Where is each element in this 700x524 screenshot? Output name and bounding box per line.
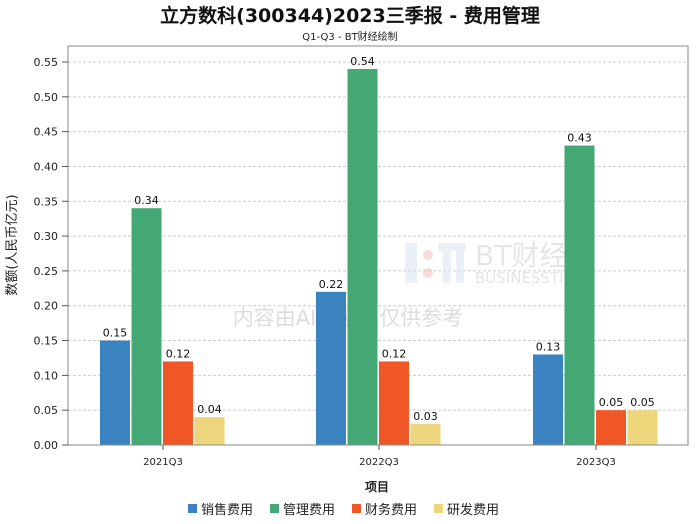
y-tick-label: 0.00 (34, 439, 59, 452)
legend-label: 财务费用 (365, 502, 417, 518)
legend-label: 管理费用 (283, 503, 335, 518)
bar (627, 410, 658, 445)
bar (194, 417, 225, 445)
y-tick-label: 0.25 (34, 265, 59, 278)
x-tick-label: 2023Q3 (576, 457, 616, 468)
y-tick-label: 0.55 (34, 56, 59, 69)
y-tick-label: 0.05 (34, 404, 59, 417)
data-label: 0.05 (630, 396, 655, 409)
data-label: 0.54 (350, 55, 375, 68)
watermark-logo-group: BT财经 BUSINESSTIMES (405, 239, 595, 287)
bar (564, 145, 595, 445)
legend-swatch (352, 504, 361, 513)
bar (316, 291, 346, 445)
data-label: 0.43 (567, 132, 592, 145)
data-label: 0.13 (536, 340, 561, 353)
bar (533, 354, 563, 445)
chart-title: 立方数科(300344)2023三季报 - 费用管理 (160, 4, 540, 27)
y-tick-label: 0.50 (34, 91, 59, 104)
y-tick-label: 0.30 (34, 230, 59, 243)
y-tick-label: 0.20 (34, 300, 59, 313)
y-tick-label: 0.15 (34, 335, 59, 348)
x-axis-label: 项目 (365, 480, 389, 494)
bar (347, 68, 378, 446)
watermark: BT财经 BUSINESSTIMES 内容由AI生成，仅供参考 (233, 239, 596, 330)
legend-swatch (434, 504, 443, 513)
x-axis: 2021Q3 2022Q3 2023Q3 (143, 445, 616, 468)
legend-label: 销售费用 (201, 502, 253, 518)
data-label: 0.22 (319, 278, 344, 291)
x-tick-label: 2021Q3 (143, 457, 183, 468)
bar (410, 424, 441, 445)
chart-subtitle: Q1-Q3 - BT财经绘制 (302, 30, 397, 43)
legend-label: 研发费用 (447, 502, 499, 518)
data-label: 0.34 (134, 194, 159, 207)
bar (131, 208, 162, 445)
watermark-logo: BT财经 (475, 239, 567, 272)
data-label: 0.12 (382, 347, 407, 360)
x-tick-label: 2022Q3 (359, 457, 399, 468)
y-tick-label: 0.35 (34, 195, 59, 208)
y-axis: 0.00 0.05 0.10 0.15 0.20 0.25 0.30 0.35 0.40 0.45… (34, 56, 68, 452)
data-label: 0.12 (166, 347, 191, 360)
plot-frame (67, 45, 689, 446)
bar (100, 340, 130, 445)
data-label: 0.04 (197, 403, 222, 416)
y-axis-label: 数额(人民币亿元) (5, 194, 20, 295)
legend: 销售费用 管理费用 财务费用 研发费用 (188, 502, 499, 518)
data-label: 0.15 (103, 327, 128, 340)
bars: 0.15 0.34 0.12 0.04 0.22 0.54 0.12 0.03 0.13 0.43… (100, 55, 658, 446)
legend-swatch (188, 504, 197, 513)
y-tick-label: 0.40 (34, 160, 59, 173)
y-tick-label: 0.45 (34, 126, 59, 139)
data-label: 0.05 (599, 396, 624, 409)
bar (596, 410, 626, 445)
legend-swatch (270, 504, 279, 513)
data-label: 0.03 (413, 410, 438, 423)
bar (163, 361, 193, 445)
bar (379, 361, 409, 445)
y-tick-label: 0.10 (34, 369, 59, 382)
